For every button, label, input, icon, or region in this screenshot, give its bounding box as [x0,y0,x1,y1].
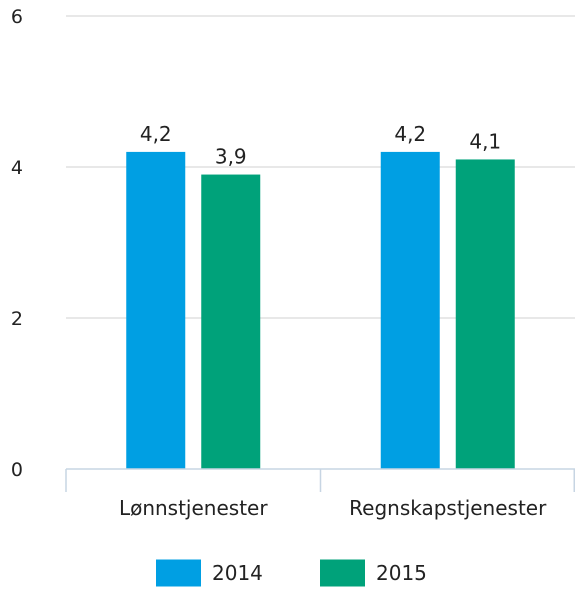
category-label: Lønnstjenester [119,496,268,520]
bars [126,151,515,470]
bar-2015-2 [455,159,515,469]
bar-2014-1 [126,151,186,469]
legend-label: 2015 [376,561,427,585]
data-label: 4,2 [140,122,172,146]
y-axis-ticks: 0 2 4 6 [11,6,23,481]
data-label: 3,9 [215,145,247,169]
legend: 2014 2015 [156,559,427,587]
y-tick-label: 2 [11,308,23,330]
bar-2014-2 [380,151,440,469]
legend-swatch-2014 [156,559,201,587]
legend-swatch-2015 [320,559,365,587]
y-tick-label: 4 [11,157,23,179]
legend-label: 2014 [212,561,263,585]
data-labels: 4,2 3,9 4,2 4,1 [140,122,501,169]
x-axis: Lønnstjenester Regnskapstjenester [65,468,575,520]
bar-2015-1 [201,174,261,470]
category-label: Regnskapstjenester [349,496,547,520]
data-label: 4,1 [469,129,501,153]
y-tick-label: 6 [11,6,23,28]
y-tick-label: 0 [11,459,23,481]
data-label: 4,2 [394,122,426,146]
